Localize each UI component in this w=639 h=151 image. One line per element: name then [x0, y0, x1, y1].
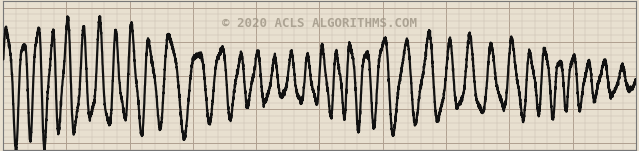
Text: © 2020 ACLS ALGORITHMS.COM: © 2020 ACLS ALGORITHMS.COM	[222, 17, 417, 30]
